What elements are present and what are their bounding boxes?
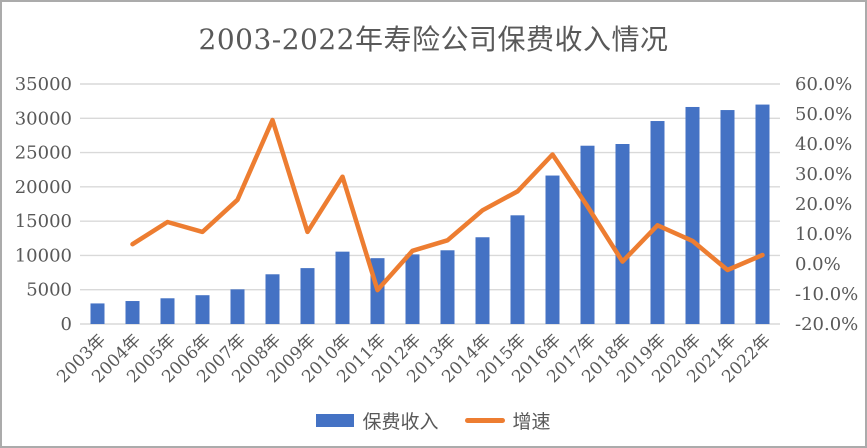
legend-item-premium: 保费收入 — [316, 407, 439, 434]
y2-axis-tick-label: -10.0% — [795, 284, 858, 305]
bar-2014 — [475, 237, 490, 324]
y-axis-tick-label: 20000 — [15, 177, 72, 198]
chart-legend: 保费收入 增速 — [2, 407, 865, 434]
bar-2018 — [615, 144, 630, 324]
y-axis-tick-label: 30000 — [15, 108, 72, 129]
y-axis-tick-label: 35000 — [15, 74, 72, 95]
y2-axis-tick-label: 40.0% — [795, 134, 852, 155]
y2-axis-tick-label: 20.0% — [795, 194, 852, 215]
bar-2012 — [405, 254, 420, 324]
bar-2009 — [300, 268, 315, 324]
growth-line — [130, 117, 765, 293]
bar-2022 — [755, 104, 770, 324]
bar-2015 — [510, 215, 525, 324]
y2-axis-tick-label: 10.0% — [795, 224, 852, 245]
y-axis-tick-label: 5000 — [26, 280, 72, 301]
y-axis-tick-label: 15000 — [15, 211, 72, 232]
bar-2003 — [90, 303, 105, 324]
y2-axis-tick-label: -20.0% — [795, 314, 858, 335]
bar-2019 — [650, 121, 665, 325]
bar-2008 — [265, 274, 280, 324]
y-axis-tick-label: 25000 — [15, 143, 72, 164]
y2-axis-tick-label: 30.0% — [795, 164, 852, 185]
y2-axis-tick-label: 60.0% — [795, 74, 852, 95]
chart-title: 2003-2022年寿险公司保费收入情况 — [198, 23, 669, 56]
y-axis-tick-label: 0 — [61, 314, 72, 335]
bar-2005 — [160, 298, 175, 324]
y2-axis-tick-label: 0.0% — [795, 254, 841, 275]
legend-item-growth: 增速 — [464, 407, 551, 434]
legend-label-premium: 保费收入 — [362, 411, 439, 433]
bar-series-swatch — [316, 414, 355, 427]
bar-2007 — [230, 289, 245, 324]
y-axis-tick-label: 10000 — [15, 245, 72, 266]
bar-2020 — [685, 106, 700, 324]
legend-label-growth: 增速 — [512, 411, 551, 433]
bar-2010 — [335, 251, 350, 324]
line-series-swatch — [464, 418, 505, 423]
y2-axis-tick-label: 50.0% — [795, 104, 852, 125]
bar-2013 — [440, 250, 455, 324]
bar-2006 — [195, 295, 210, 324]
bar-2004 — [125, 301, 140, 324]
bar-2016 — [545, 175, 560, 324]
bar-2021 — [720, 110, 735, 324]
bar-2017 — [580, 145, 595, 324]
